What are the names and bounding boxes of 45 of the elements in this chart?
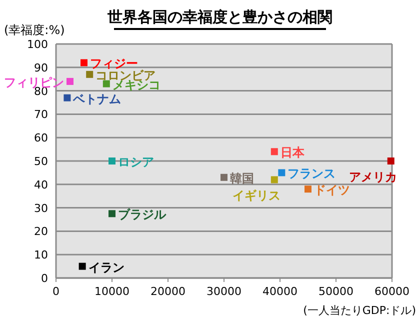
- series-label: フィジー: [90, 56, 138, 71]
- point: [270, 148, 278, 156]
- series-label: ドイツ: [314, 183, 350, 198]
- point: [278, 169, 286, 176]
- point: [108, 210, 116, 218]
- x-tick-label: 40000: [262, 285, 298, 298]
- series-label: イギリス: [232, 188, 280, 203]
- series-label: 韓国: [230, 171, 254, 186]
- point: [64, 94, 71, 102]
- point: [66, 78, 74, 85]
- x-tick-label: 20000: [150, 285, 186, 298]
- point: [387, 158, 394, 164]
- y-axis-title: (幸福度:%): [4, 23, 65, 37]
- point: [102, 80, 110, 88]
- series-label: ベトナム: [72, 92, 122, 106]
- y-tick-label: 0: [41, 272, 48, 285]
- y-tick-label: 60: [34, 132, 48, 145]
- y-tick-label: 20: [34, 225, 48, 238]
- x-tick-label: 0: [52, 285, 60, 298]
- point: [80, 59, 88, 66]
- point: [86, 70, 94, 78]
- x-tick-label: 10000: [94, 285, 130, 298]
- point: [270, 176, 278, 184]
- series-label: イラン: [88, 260, 124, 274]
- point: [220, 174, 228, 181]
- series-label: ブラジル: [118, 208, 167, 222]
- y-tick-label: 70: [34, 108, 48, 122]
- series-label: ロシア: [118, 155, 154, 169]
- y-tick-label: 10: [34, 248, 48, 262]
- y-tick-label: 30: [34, 202, 48, 215]
- series-label: 日本: [280, 146, 306, 160]
- chart-title: 世界各国の幸福度と豊かさの相関: [106, 8, 332, 26]
- y-tick-label: 50: [34, 155, 48, 168]
- x-tick-label: 60000: [374, 285, 410, 298]
- point: [304, 186, 312, 193]
- y-tick-label: 40: [34, 178, 48, 192]
- y-tick-label: 90: [34, 61, 48, 74]
- x-tick-label: 30000: [206, 285, 242, 298]
- series-label: フランス: [288, 166, 336, 181]
- series-label: アメリカ: [348, 170, 397, 184]
- x-axis-title: (一人当たりGDP:ドル): [303, 304, 416, 317]
- y-tick-label: 100: [27, 38, 48, 51]
- point: [78, 262, 86, 270]
- x-tick-label: 50000: [318, 285, 354, 298]
- point: [108, 158, 116, 164]
